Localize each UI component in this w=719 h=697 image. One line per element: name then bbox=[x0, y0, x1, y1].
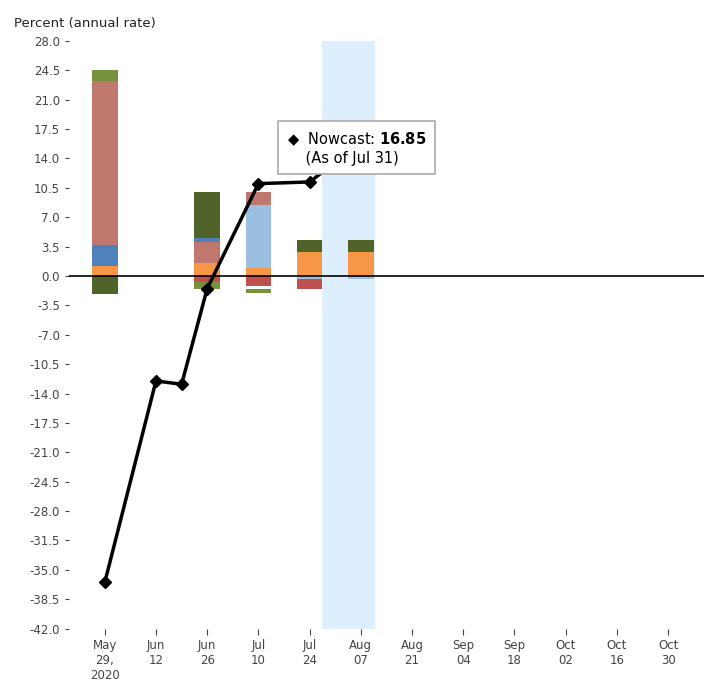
Bar bbox=[246, 289, 271, 293]
Bar bbox=[297, 276, 322, 289]
Bar bbox=[348, 276, 374, 279]
Bar bbox=[92, 245, 118, 266]
Bar bbox=[246, 276, 271, 286]
Bar bbox=[92, 276, 118, 294]
Bar bbox=[194, 238, 220, 255]
Bar bbox=[194, 276, 220, 283]
Bar bbox=[194, 255, 220, 276]
Bar bbox=[92, 82, 118, 245]
Bar bbox=[92, 266, 118, 276]
Bar bbox=[194, 192, 220, 238]
Text: ◆  Nowcast: $\mathbf{16.85}$
    (As of Jul 31): ◆ Nowcast: $\mathbf{16.85}$ (As of Jul 3… bbox=[287, 130, 426, 166]
Bar bbox=[92, 276, 118, 284]
Text: Percent (annual rate): Percent (annual rate) bbox=[14, 17, 156, 31]
Bar bbox=[246, 205, 271, 268]
Bar bbox=[348, 252, 374, 276]
Bar bbox=[246, 192, 271, 205]
Bar bbox=[322, 41, 374, 629]
Bar bbox=[297, 240, 322, 252]
Bar bbox=[194, 282, 220, 289]
Bar bbox=[297, 276, 322, 279]
Bar bbox=[246, 268, 271, 276]
Bar bbox=[194, 243, 220, 263]
Bar bbox=[297, 252, 322, 276]
Bar bbox=[348, 240, 374, 252]
Bar bbox=[92, 70, 118, 82]
